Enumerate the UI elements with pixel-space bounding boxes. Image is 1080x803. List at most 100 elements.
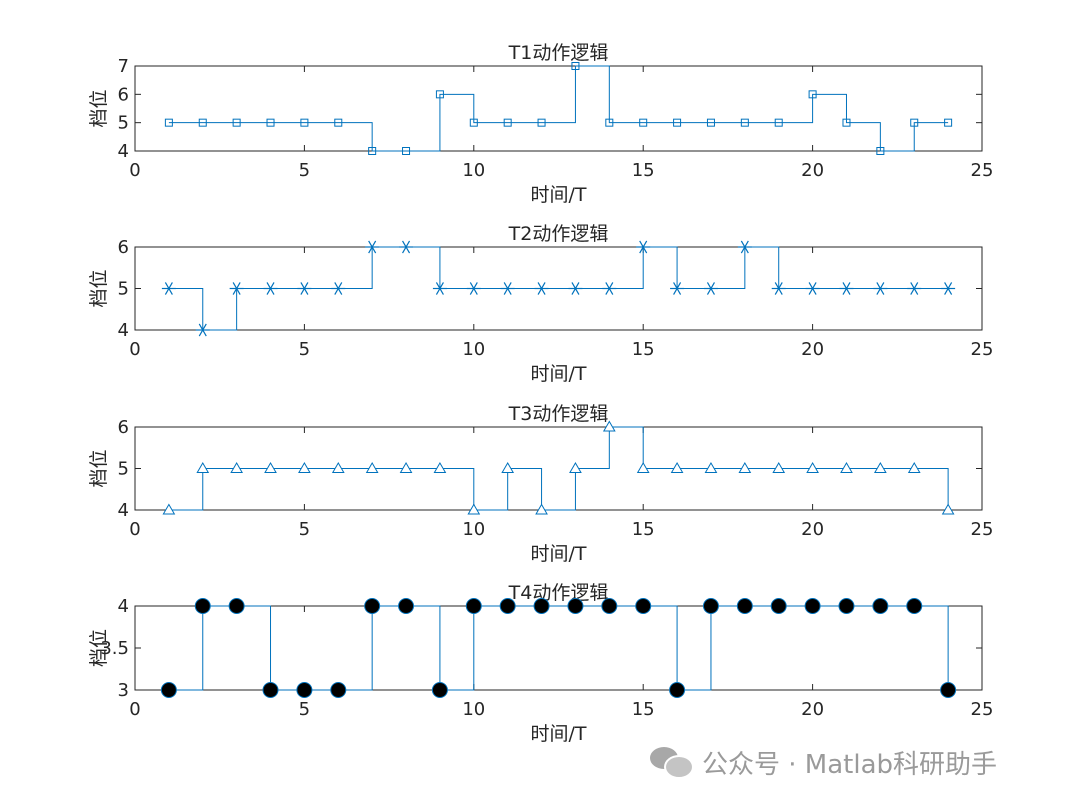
data-point (537, 118, 546, 127)
x-tick-label: 0 (129, 339, 140, 360)
x-axis-label: 时间/T (530, 363, 586, 385)
x-axis-label: 时间/T (530, 543, 586, 565)
y-tick-label: 5 (118, 459, 129, 480)
data-point (808, 90, 817, 99)
data-point (330, 682, 347, 698)
data-point (601, 598, 618, 614)
axes-box (134, 65, 983, 152)
data-point (571, 62, 580, 70)
data-point (334, 118, 343, 127)
x-tick-label: 25 (971, 339, 994, 360)
y-tick-label: 3 (118, 680, 129, 701)
data-point (907, 282, 922, 295)
data-point (941, 503, 955, 515)
y-tick-label: 7 (118, 56, 129, 77)
x-tick-label: 25 (971, 160, 994, 181)
y-tick-label: 3.5 (100, 638, 129, 659)
data-point (702, 598, 719, 614)
data-point (402, 147, 411, 155)
data-point (635, 598, 652, 614)
x-tick-label: 20 (801, 699, 824, 720)
data-point (944, 118, 953, 127)
data-point (266, 118, 275, 127)
subplot-title: T3动作逻辑 (508, 403, 609, 425)
x-tick-label: 0 (129, 519, 140, 540)
x-tick-label: 20 (801, 519, 824, 540)
y-tick-label: 6 (118, 237, 129, 258)
y-tick-label: 4 (118, 500, 129, 521)
subplot-title: T1动作逻辑 (508, 42, 609, 64)
data-point (805, 282, 820, 295)
y-tick-label: 5 (118, 279, 129, 300)
x-tick-label: 5 (299, 160, 310, 181)
data-point (399, 462, 413, 473)
data-point (433, 462, 447, 473)
data-point (432, 282, 447, 295)
data-point (569, 462, 582, 473)
x-tick-label: 5 (299, 519, 310, 540)
data-point (636, 462, 650, 473)
subplot-title: T4动作逻辑 (508, 582, 609, 604)
data-point (331, 462, 345, 473)
data-point (398, 598, 415, 614)
subplot-title: T2动作逻辑 (508, 223, 609, 245)
data-point (465, 598, 482, 614)
x-tick-label: 25 (971, 519, 994, 540)
data-point (772, 462, 786, 473)
data-point (161, 282, 176, 295)
series-line (168, 426, 949, 511)
data-point (160, 682, 177, 698)
data-point (940, 682, 957, 698)
x-tick-label: 15 (632, 519, 655, 540)
series-line (168, 65, 949, 152)
data-point (535, 503, 548, 515)
data-point (704, 462, 718, 473)
data-point (568, 282, 583, 295)
data-point (467, 503, 481, 515)
x-tick-label: 10 (462, 519, 485, 540)
x-tick-label: 15 (632, 160, 655, 181)
data-point (501, 462, 515, 473)
data-point (738, 462, 752, 473)
y-axis-label: 档位 (88, 89, 110, 127)
data-point (264, 462, 277, 473)
data-point (297, 282, 312, 295)
data-point (567, 598, 584, 614)
data-point (533, 598, 550, 614)
data-point (164, 118, 173, 127)
data-point (298, 462, 311, 473)
data-point (736, 598, 753, 614)
y-axis-label: 档位 (88, 449, 110, 487)
x-tick-label: 0 (129, 160, 140, 181)
data-point (907, 462, 921, 473)
y-axis-label: 档位 (88, 629, 110, 667)
data-point (399, 240, 414, 254)
data-point (804, 598, 821, 614)
data-point (232, 118, 241, 127)
data-point (706, 118, 715, 127)
axes-box (134, 605, 983, 691)
x-tick-label: 25 (971, 699, 994, 720)
x-tick-label: 10 (462, 160, 485, 181)
x-tick-label: 0 (129, 699, 140, 720)
y-tick-label: 6 (118, 84, 129, 105)
x-tick-label: 15 (632, 699, 655, 720)
x-axis-label: 时间/T (530, 723, 586, 745)
wechat-icon (650, 745, 694, 779)
data-point (262, 682, 279, 698)
data-point (669, 682, 686, 698)
data-point (368, 147, 377, 155)
data-point (636, 240, 651, 254)
x-tick-label: 5 (299, 699, 310, 720)
data-point (194, 598, 211, 614)
y-tick-label: 6 (118, 417, 129, 438)
y-tick-label: 4 (118, 320, 129, 341)
data-point (196, 462, 210, 473)
data-point (806, 462, 819, 473)
data-point (839, 282, 854, 295)
data-point (906, 598, 923, 614)
data-point (296, 682, 313, 698)
